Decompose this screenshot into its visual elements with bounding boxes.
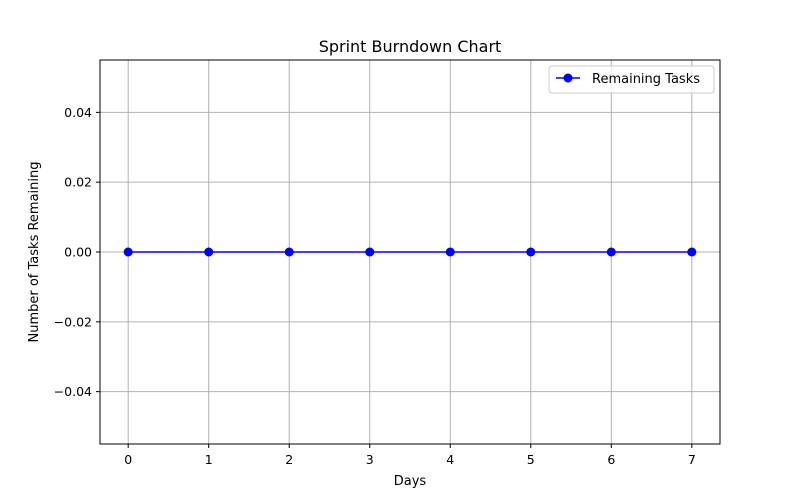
legend-label-remaining-tasks: Remaining Tasks (592, 72, 700, 87)
x-tick-label: 1 (205, 452, 213, 467)
x-tick-label: 2 (285, 452, 293, 467)
y-tick-label: −0.04 (54, 384, 92, 399)
data-point-remaining-tasks (526, 247, 536, 257)
y-axis-title: Number of Tasks Remaining (27, 161, 42, 342)
x-tick-label: 7 (688, 452, 696, 467)
data-point-remaining-tasks (445, 247, 455, 257)
axis-ticks: 0 1 2 3 4 5 6 7 −0.04 −0.02 0.00 0.02 0.04 (54, 105, 696, 467)
data-point-remaining-tasks (687, 247, 697, 257)
data-point-remaining-tasks (284, 247, 294, 257)
y-tick-label: −0.02 (54, 314, 92, 329)
x-tick-label: 4 (446, 452, 454, 467)
data-point-remaining-tasks (606, 247, 616, 257)
legend-box (548, 65, 715, 94)
data-point-remaining-tasks (365, 247, 375, 257)
data-point-remaining-tasks (123, 247, 133, 257)
x-tick-label: 5 (527, 452, 535, 467)
x-tick-label: 0 (124, 452, 132, 467)
y-tick-label: 0.04 (64, 105, 92, 120)
x-tick-label: 3 (366, 452, 374, 467)
y-tick-label: 0.00 (64, 245, 92, 260)
legend: Remaining Tasks (548, 65, 715, 94)
series-layer (123, 247, 697, 257)
x-axis-title: Days (394, 474, 427, 489)
legend-marker-swatch (563, 73, 573, 83)
chart-title: Sprint Burndown Chart (319, 37, 502, 56)
y-tick-label: 0.02 (64, 175, 92, 190)
x-tick-label: 6 (607, 452, 615, 467)
data-point-remaining-tasks (204, 247, 214, 257)
